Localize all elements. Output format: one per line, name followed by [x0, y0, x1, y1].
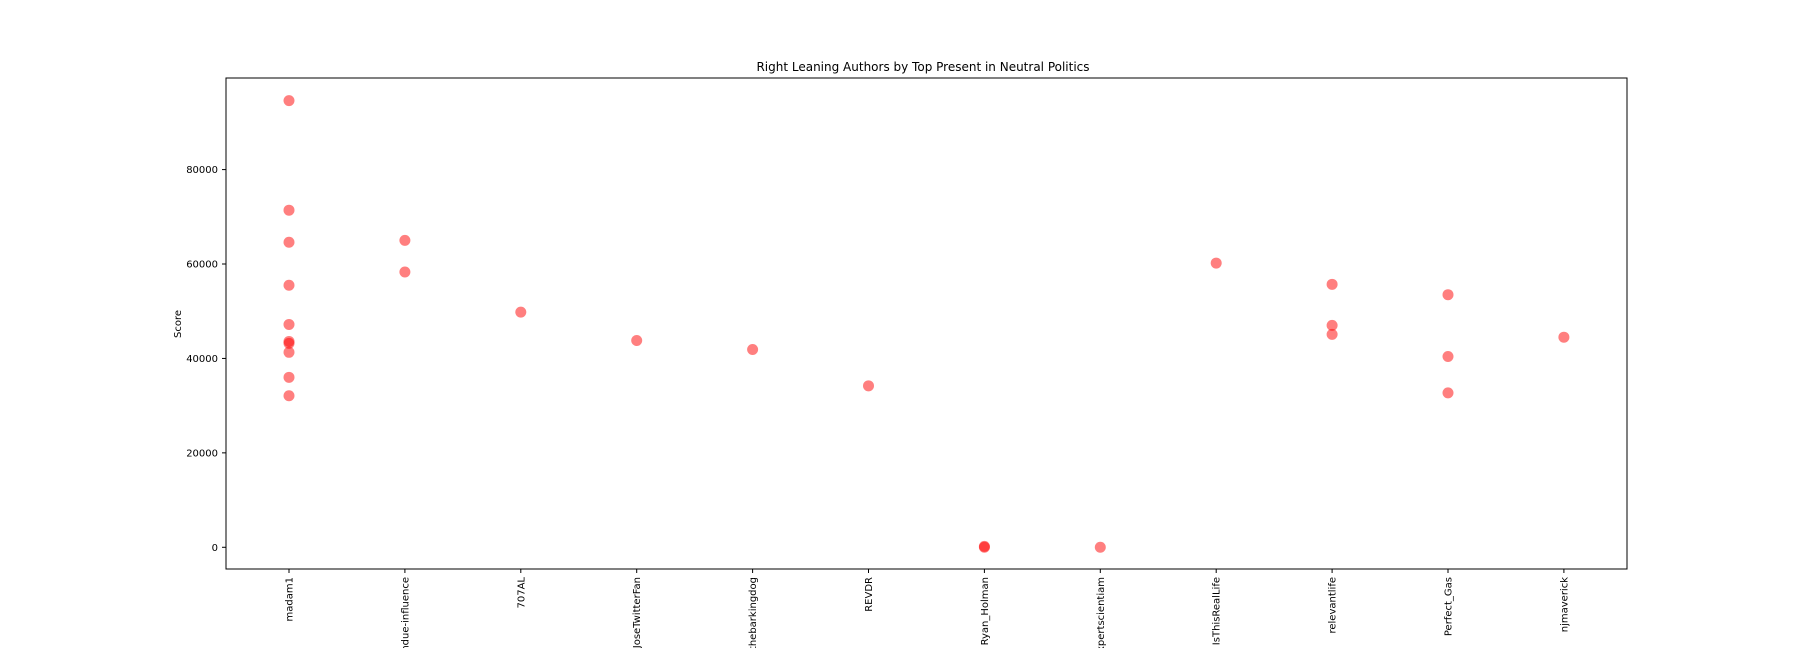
data-points — [283, 95, 1570, 553]
data-point — [1326, 319, 1338, 331]
x-tick-label: expertscientiam — [1096, 577, 1107, 648]
x-tick-label: thebarkingdog — [748, 577, 759, 648]
y-tick-label: 0 — [212, 543, 218, 554]
data-point — [283, 346, 295, 358]
x-tick-label: relevantlife — [1328, 577, 1339, 634]
data-point — [283, 236, 295, 248]
x-tick-label: IsThisRealLife — [1212, 577, 1223, 645]
data-point — [283, 337, 295, 349]
data-point — [1094, 541, 1106, 553]
x-tick-label: Perfect_Gas — [1444, 577, 1455, 636]
plot-frame — [225, 77, 1628, 570]
data-point — [1210, 257, 1222, 269]
data-point — [399, 266, 411, 278]
y-tick-label: 80000 — [186, 165, 218, 176]
data-point — [283, 371, 295, 383]
data-point — [1442, 387, 1454, 399]
data-point — [283, 95, 295, 107]
data-point — [1442, 351, 1454, 363]
x-tick-label: Ryan_Holman — [980, 577, 991, 645]
data-point — [283, 279, 295, 291]
y-ticks: 0 20000 40000 60000 80000 — [186, 165, 226, 554]
y-tick-label: 60000 — [186, 260, 218, 271]
data-point — [1442, 289, 1454, 301]
chart-title: Right Leaning Authors by Top Present in … — [756, 60, 1089, 74]
data-point — [515, 306, 527, 318]
data-point — [1326, 278, 1338, 290]
data-point — [863, 380, 874, 392]
y-tick-label: 20000 — [186, 448, 218, 459]
x-tick-label: JoseTwitterFan — [632, 577, 643, 648]
y-axis-label: Score — [173, 310, 184, 338]
data-point — [283, 390, 295, 402]
x-tick-label: undue-influence — [400, 577, 411, 648]
data-point — [1326, 328, 1338, 340]
data-point — [399, 234, 411, 246]
data-point — [283, 204, 295, 216]
data-point — [747, 343, 759, 355]
data-point — [1558, 331, 1570, 343]
data-point — [631, 334, 643, 346]
x-tick-label: njmaverick — [1559, 577, 1570, 632]
data-point — [283, 318, 295, 330]
x-tick-label: 707AL — [516, 577, 527, 609]
x-tick-label: madam1 — [285, 577, 296, 621]
x-tick-label: REVDR — [864, 577, 875, 612]
data-point — [978, 541, 990, 553]
y-tick-label: 40000 — [186, 354, 218, 365]
x-ticks: madam1 undue-influence 707AL JoseTwitterFan… — [285, 569, 1570, 648]
